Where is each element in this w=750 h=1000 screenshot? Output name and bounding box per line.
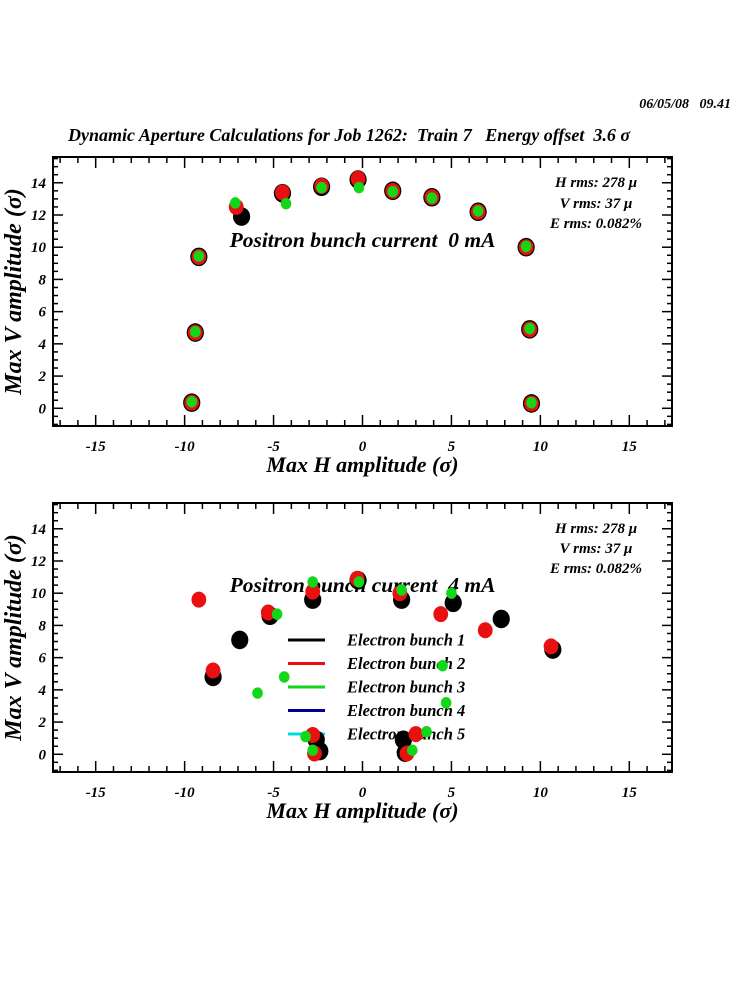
marker — [524, 322, 536, 335]
y-tick-label: 10 — [31, 240, 47, 256]
x-tick-label: 10 — [533, 785, 549, 801]
rms-annotation: H rms: 278 μ — [554, 521, 637, 537]
series-electron-bunch-3 — [186, 181, 537, 409]
marker — [186, 396, 198, 408]
x-tick-label: 5 — [448, 439, 456, 455]
x-tick-label: -15 — [86, 785, 106, 801]
marker — [231, 630, 249, 650]
marker — [271, 608, 283, 620]
marker — [407, 744, 418, 756]
marker — [193, 250, 205, 262]
plot-top: -15 -10 -5 0 5 10 15 0 2 4 6 8 10 12 14 Max H amplitude… — [1, 156, 673, 477]
legend-label: Electron bunch 1 — [346, 631, 465, 650]
x-tick-label: 15 — [622, 439, 638, 455]
marker — [350, 170, 366, 187]
marker — [446, 587, 457, 599]
marker — [316, 181, 327, 194]
plot-bottom: -15 -10 -5 0 5 10 15 0 2 4 6 8 10 12 14 Max H amplitude… — [1, 502, 673, 823]
legend-entry: Electron bunch 4 — [288, 701, 465, 720]
marker — [543, 638, 559, 655]
x-tick-label: -10 — [175, 439, 195, 455]
marker — [526, 396, 537, 409]
marker — [426, 192, 438, 204]
x-axis-title: Max H amplitude (σ) — [265, 798, 458, 823]
legend-entry: Electron bunch 2 — [288, 654, 465, 673]
marker — [230, 197, 241, 209]
y-tick-label: 4 — [38, 683, 47, 699]
legend: Electron bunch 1 Electron bunch 2 Electron… — [288, 631, 465, 744]
marker — [440, 697, 452, 709]
legend-entry: Electron bunch 3 — [288, 678, 465, 697]
x-tick-label: -15 — [86, 439, 106, 455]
series-electron-bunch-3 — [252, 576, 457, 756]
legend-label: Electron bunch 4 — [346, 701, 465, 720]
page-title: Dynamic Aperture Calculations for Job 12… — [68, 125, 631, 145]
x-tick-label: 15 — [622, 785, 638, 801]
marker — [307, 744, 318, 756]
marker — [408, 726, 424, 743]
legend-label: Electron bunch 2 — [346, 654, 465, 673]
y-axis-title: Max V amplitude (σ) — [1, 534, 27, 742]
y-tick-label: 10 — [31, 586, 47, 602]
y-tick-label: 0 — [39, 401, 47, 417]
y-tick-label: 12 — [31, 208, 47, 224]
y-tick-label: 14 — [31, 176, 47, 192]
y-tick-label: 2 — [38, 715, 47, 731]
y-tick-label: 8 — [39, 272, 47, 288]
x-tick-label: 0 — [359, 785, 367, 801]
marker — [477, 622, 493, 639]
marker — [189, 326, 201, 338]
marker — [275, 184, 290, 201]
x-tick-label: 0 — [359, 439, 367, 455]
marker — [260, 604, 276, 621]
x-tick-label: 10 — [533, 439, 549, 455]
rms-annotation: E rms: 0.082% — [549, 561, 642, 577]
x-tick-label: -5 — [267, 785, 280, 801]
marker — [492, 609, 510, 629]
rms-annotation: V rms: 37 μ — [560, 196, 633, 212]
tick-marks — [53, 157, 672, 426]
x-axis-title: Max H amplitude (σ) — [265, 452, 458, 477]
timestamp: 06/05/08 09.41 — [639, 97, 731, 112]
y-tick-label: 0 — [39, 747, 47, 763]
marker — [421, 726, 432, 738]
rms-annotation: H rms: 278 μ — [554, 175, 637, 191]
y-tick-label: 4 — [38, 337, 47, 353]
marker — [191, 591, 207, 608]
marker — [437, 659, 448, 672]
y-tick-label: 6 — [39, 651, 47, 667]
x-tick-label: -5 — [267, 439, 280, 455]
marker — [353, 576, 365, 588]
marker — [205, 662, 221, 679]
legend-label: Electron bunch 3 — [346, 678, 465, 697]
marker — [433, 606, 449, 623]
x-tick-label: 5 — [448, 785, 456, 801]
marker — [300, 730, 311, 743]
marker — [307, 576, 318, 588]
rms-annotation: E rms: 0.082% — [549, 216, 642, 232]
x-tick-label: -10 — [175, 785, 195, 801]
y-tick-label: 8 — [39, 618, 47, 634]
marker — [472, 205, 484, 217]
marker — [353, 181, 365, 194]
marker — [280, 197, 292, 210]
y-tick-label: 2 — [38, 369, 47, 385]
marker — [520, 240, 532, 253]
marker — [396, 584, 407, 596]
marker — [252, 687, 263, 699]
y-tick-label: 6 — [39, 305, 47, 321]
marker — [278, 671, 290, 683]
legend-entry: Electron bunch 1 — [288, 631, 465, 650]
marker — [305, 583, 321, 600]
y-tick-label: 12 — [31, 554, 47, 570]
y-axis-title: Max V amplitude (σ) — [1, 188, 27, 396]
rms-annotation: V rms: 37 μ — [560, 541, 633, 557]
tick-marks — [53, 503, 672, 772]
plot-title: Positron bunch current 0 mA — [229, 228, 496, 252]
marker — [387, 185, 399, 198]
y-tick-label: 14 — [31, 522, 47, 538]
